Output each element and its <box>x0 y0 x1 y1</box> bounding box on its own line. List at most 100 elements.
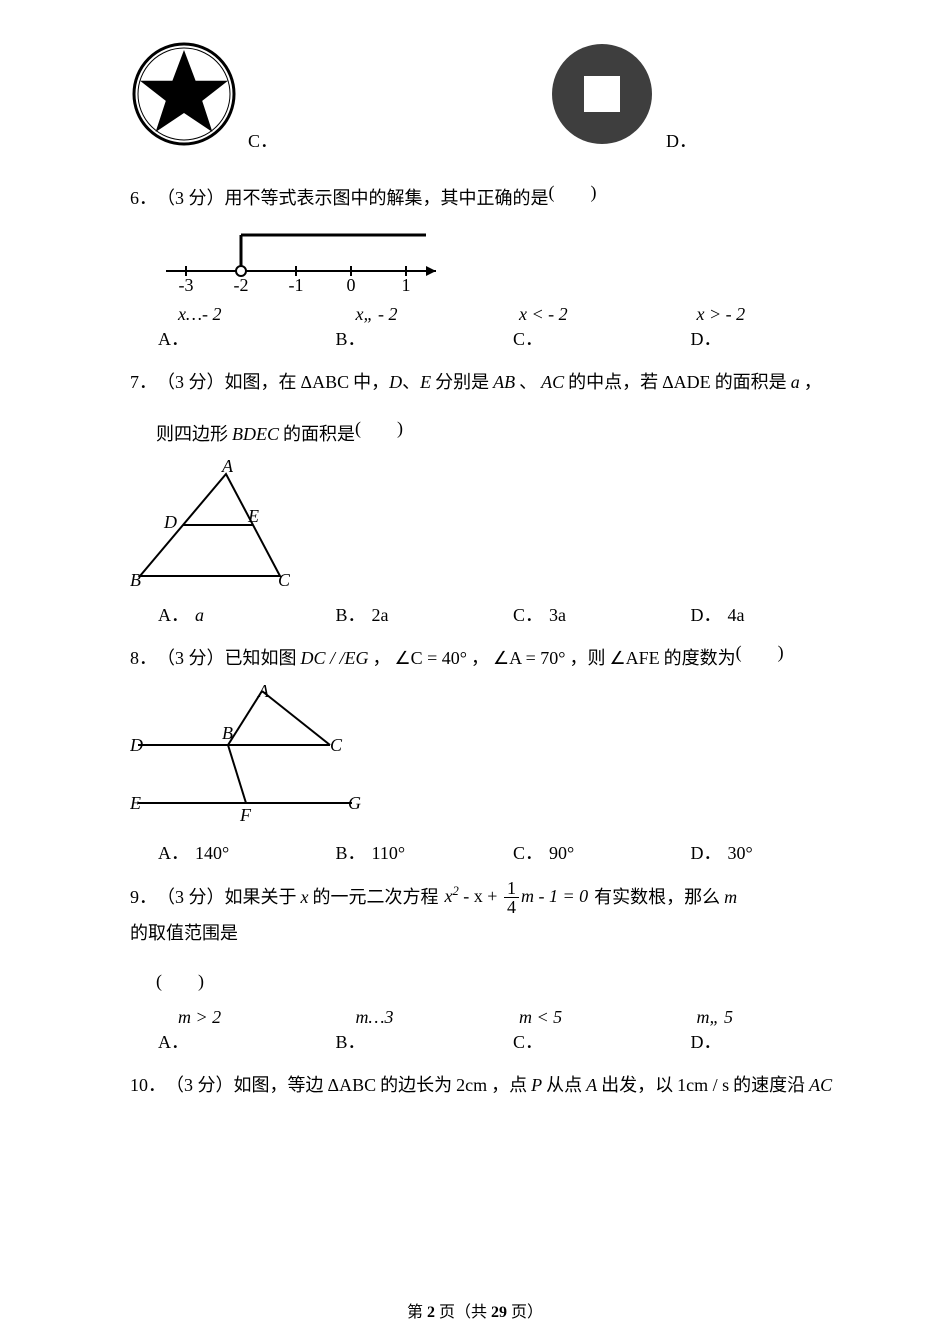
q-top-fig-d <box>548 40 656 153</box>
q8-angAFE: ∠AFE <box>610 641 660 675</box>
q6-opt-a-lbl: A． <box>158 329 189 349</box>
opt-d-label: D． <box>666 127 697 153</box>
q9-text-a: 如果关于 <box>225 880 297 914</box>
q7-blank: ( ) <box>355 411 403 445</box>
q7-number: 7． <box>130 365 157 399</box>
q10-text-d: 从点 <box>546 1068 582 1102</box>
q8-opt-b-lbl: B． <box>336 843 366 863</box>
svg-text:E: E <box>130 793 141 813</box>
q10-text-b: 的边长为 <box>380 1068 452 1102</box>
q7-text-b: 中， <box>353 365 389 399</box>
q7-D: D <box>389 365 402 399</box>
q7-line2: 则四边形 BDEC 的面积是 ( ) <box>156 417 840 451</box>
q8-angA: ∠A = 70° <box>493 641 566 675</box>
q6-options: x…- 2A． x„ - 2B． x < - 2C． x > - 2D． <box>158 304 868 351</box>
svg-text:-3: -3 <box>179 275 194 293</box>
q9-text-b: 的一元二次方程 <box>313 880 439 914</box>
q7-opt-b-lbl: B． <box>336 605 366 625</box>
svg-text:D: D <box>163 512 177 532</box>
q7-opt-d-val: 4a <box>728 605 745 625</box>
q7-sep2: 、 <box>519 365 537 399</box>
q8-opt-a-lbl: A． <box>158 843 189 863</box>
opt-c-label: C． <box>248 127 278 153</box>
svg-text:G: G <box>348 793 361 813</box>
q9-opt-c-lbl: C． <box>513 1032 543 1052</box>
svg-text:C: C <box>278 570 290 590</box>
q7-E: E <box>420 365 431 399</box>
q8-angC: ∠C = 40° <box>395 641 468 675</box>
q8-blank: ( ) <box>736 635 784 669</box>
q8-text-b: ， <box>373 641 391 675</box>
footer-total: 29 <box>491 1304 507 1321</box>
svg-text:-1: -1 <box>289 275 304 293</box>
q10-P: P <box>531 1068 542 1102</box>
q6-opt-b-lbl: B． <box>336 329 366 349</box>
q6-opt-c-lbl: C． <box>513 329 543 349</box>
q7-text-c: 分别是 <box>435 365 489 399</box>
svg-text:F: F <box>239 805 252 825</box>
q9-text-d: 的取值范围是 <box>130 916 238 950</box>
q6-points: （3 分） <box>157 181 225 215</box>
q9-eqn-post: m - 1 = 0 <box>521 886 588 906</box>
q6-numberline: -3 -2 -1 0 1 <box>156 223 840 298</box>
svg-text:B: B <box>130 570 141 590</box>
q9-options: m > 2A． m…3B． m < 5C． m„ 5D． <box>158 1007 868 1054</box>
q10-len: 2cm <box>456 1068 487 1102</box>
q8-opt-d-lbl: D． <box>691 843 722 863</box>
footer-cur: 2 <box>427 1304 435 1321</box>
q6-blank: ( ) <box>549 175 597 209</box>
q9-eqn-pre: x <box>445 886 453 906</box>
q7-opt-a-val: a <box>195 605 204 625</box>
q9-points: （3 分） <box>157 880 225 914</box>
svg-text:A: A <box>221 460 234 476</box>
svg-text:0: 0 <box>347 275 356 293</box>
q7-opt-b-val: 2a <box>372 605 389 625</box>
q9-opt-b-lbl: B． <box>336 1032 366 1052</box>
q9-opt-a-lbl: A． <box>158 1032 189 1052</box>
q9-opt-c-val: m < 5 <box>519 1007 562 1028</box>
q8-opt-b-val: 110° <box>372 843 406 863</box>
q6-opt-d-lbl: D． <box>691 329 722 349</box>
q7-opt-a-lbl: A． <box>158 605 189 625</box>
q8: 8． （3 分） 已知如图 DC / /EG ， ∠C = 40° ， ∠A =… <box>130 641 840 675</box>
q7-line2-a: 则四边形 <box>156 417 228 451</box>
q10-text-a: 如图，等边 <box>234 1068 324 1102</box>
q7-AB: AB <box>493 365 515 399</box>
q8-figure: A B C D E F G <box>130 683 840 833</box>
q7-figure: A B C D E <box>130 460 840 595</box>
q7-opt-d-lbl: D． <box>691 605 722 625</box>
svg-text:A: A <box>257 683 270 701</box>
q7-opt-c-lbl: C． <box>513 605 543 625</box>
q7-line2-b: 的面积是 <box>283 417 355 451</box>
q7-text-a: 如图，在 <box>225 365 297 399</box>
q10-tri: ΔABC <box>328 1068 377 1102</box>
q7-points: （3 分） <box>157 365 225 399</box>
q7-AC: AC <box>541 365 564 399</box>
q10-speed: 1cm / s <box>677 1068 729 1102</box>
q8-opt-a-val: 140° <box>195 843 229 863</box>
page-footer: 第 2 页（共 29 页） <box>0 1298 950 1322</box>
q7-tri1: ΔABC <box>301 365 350 399</box>
q8-options: A．140° B．110° C．90° D．30° <box>158 839 868 865</box>
q8-points: （3 分） <box>157 641 225 675</box>
footer-pre: 第 <box>407 1304 427 1321</box>
q7-tri2: ΔADE <box>662 365 711 399</box>
svg-text:D: D <box>130 735 143 755</box>
q7-text-d: 的中点，若 <box>568 365 658 399</box>
svg-text:1: 1 <box>402 275 411 293</box>
q9-x: x <box>301 880 309 914</box>
q8-opt-c-val: 90° <box>549 843 574 863</box>
q9-blank-row: ( ) <box>156 964 840 998</box>
q10-AC: AC <box>809 1068 832 1102</box>
q9-blank: ( ) <box>156 964 204 998</box>
q6-number: 6． <box>130 181 157 215</box>
q9: 9． （3 分） 如果关于 x 的一元二次方程 x2 - x + 14m - 1… <box>130 879 840 951</box>
q7-text-e: 的面积是 <box>715 365 787 399</box>
q6-opt-c-val: x < - 2 <box>519 304 568 325</box>
q10-number: 10． <box>130 1068 166 1102</box>
q8-par: DC / /EG <box>301 641 369 675</box>
footer-mid: 页（共 <box>435 1304 491 1321</box>
svg-text:B: B <box>222 723 233 743</box>
q10-points: （3 分） <box>166 1068 234 1102</box>
q6-text: 用不等式表示图中的解集，其中正确的是 <box>225 181 549 215</box>
